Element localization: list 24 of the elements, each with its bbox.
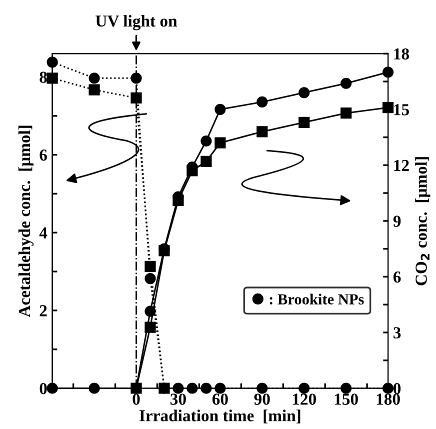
ref-line-label: UV light on	[96, 14, 178, 30]
y2-tick-label: 18	[394, 48, 410, 60]
y2-tick-label: 12	[394, 160, 409, 171]
x-tick-label: 0	[132, 394, 140, 405]
x-tick-label: 120	[292, 394, 316, 405]
x-tick-label: 150	[334, 394, 358, 405]
y-tick-label: 4	[39, 227, 48, 238]
x-tick-label: 60	[212, 394, 228, 405]
y2-tick-label: 15	[394, 104, 409, 116]
y-axis-title: Acetaldehyde conc. [μmol]	[18, 126, 34, 318]
y-tick-label: 6	[40, 150, 47, 161]
y2-tick-label: 6	[393, 271, 401, 283]
x-tick-label: 30	[170, 394, 186, 405]
x-axis-title: Irradiation time [min]	[140, 410, 300, 424]
y-tick-label: 2	[40, 305, 47, 316]
y2-tick-label: 3	[394, 327, 401, 338]
y2-axis-title: CO$_{2}$ conc. [μmol]	[415, 157, 430, 286]
x-tick-label: 180	[376, 394, 400, 405]
y2-tick-label: 9	[393, 216, 401, 227]
legend-label: : Brookite NPs	[270, 294, 364, 305]
y-tick-label: 0	[40, 382, 47, 394]
x-tick-label: 90	[254, 394, 270, 405]
y2-tick-label: 0	[394, 382, 401, 394]
y-tick-label: 8	[40, 72, 47, 83]
